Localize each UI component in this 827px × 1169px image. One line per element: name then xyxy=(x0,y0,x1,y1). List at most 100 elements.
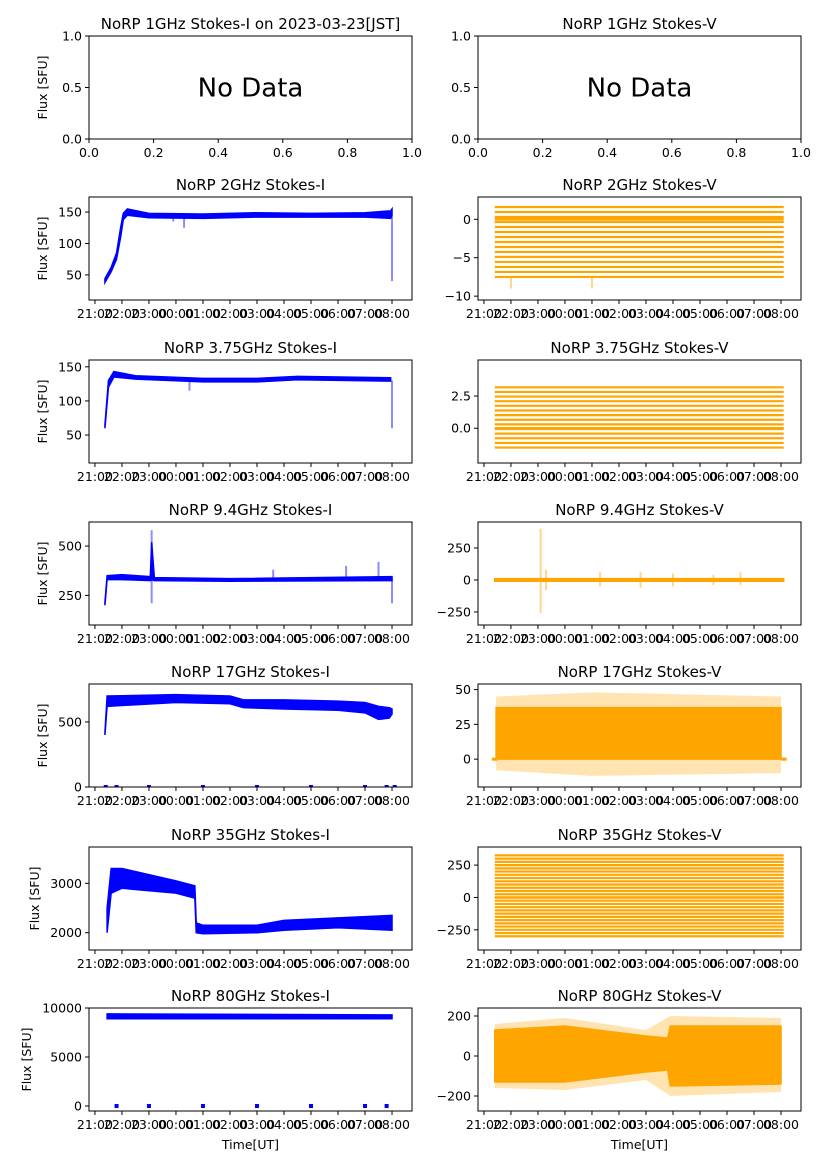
x-tick-label: 22:00 xyxy=(493,1117,529,1132)
axes-frame xyxy=(88,521,413,626)
subplot-title: NoRP 80GHz Stokes-V xyxy=(558,987,723,1005)
y-tick-label: 0.0 xyxy=(451,132,471,147)
subplot-title: NoRP 80GHz Stokes-I xyxy=(171,987,330,1005)
x-tick-label: 04:00 xyxy=(266,956,302,971)
x-tick-label: 02:00 xyxy=(601,469,637,484)
axes-frame xyxy=(477,196,802,301)
x-tick-label: 08:00 xyxy=(763,306,799,321)
x-tick-label: 04:00 xyxy=(266,1117,302,1132)
x-tick-label: 02:00 xyxy=(212,1117,248,1132)
axes-frame xyxy=(88,683,413,788)
y-tick-label: 0.5 xyxy=(451,80,471,95)
x-tick-label: 01:00 xyxy=(574,469,610,484)
y-tick-label: 50 xyxy=(66,267,82,282)
zero-point xyxy=(392,785,397,787)
zero-point xyxy=(780,757,787,761)
subplot-title: NoRP 1GHz Stokes-V xyxy=(562,15,717,33)
y-tick-label: 50 xyxy=(66,428,82,443)
x-tick-label: 22:00 xyxy=(104,956,140,971)
subplot-12: −250 0 250 21:0022:0023:0000:0001:0002:0003… xyxy=(437,826,802,971)
plot-area xyxy=(104,206,394,286)
subplot-13: 0 5000 10000 21:0022:0023:0000:0001:0002:00… xyxy=(19,987,413,1152)
y-tick-label: 0.0 xyxy=(62,132,82,147)
subplot-6: 0.0 2.5 21:0022:0023:0000:0001:0002:0003:0… xyxy=(451,339,802,484)
x-tick-label: 02:00 xyxy=(212,956,248,971)
data-band xyxy=(493,1025,782,1087)
subplot-title: NoRP 17GHz Stokes-V xyxy=(558,663,723,681)
x-tick-label: 02:00 xyxy=(601,793,637,808)
y-tick-label: 150 xyxy=(58,359,82,374)
x-tick-label: 23:00 xyxy=(520,306,556,321)
x-tick-label: 22:00 xyxy=(493,631,529,646)
y-tick-label: 0 xyxy=(74,1099,82,1114)
x-tick-label: 06:00 xyxy=(709,306,745,321)
x-tick-label: 07:00 xyxy=(347,306,383,321)
x-tick-label: 04:00 xyxy=(266,631,302,646)
x-tick-label: 07:00 xyxy=(736,631,772,646)
zero-point xyxy=(254,1104,259,1109)
x-tick-label: 23:00 xyxy=(520,793,556,808)
x-tick-label: 23:00 xyxy=(131,469,167,484)
x-tick-label: 1.0 xyxy=(791,145,811,160)
x-tick-label: 08:00 xyxy=(374,1117,410,1132)
x-tick-label: 23:00 xyxy=(131,793,167,808)
x-tick-label: 23:00 xyxy=(131,631,167,646)
zero-point xyxy=(363,1104,368,1109)
x-tick-label: 03:00 xyxy=(628,631,664,646)
x-tick-label: 05:00 xyxy=(682,631,718,646)
plot-area xyxy=(104,530,394,606)
subplot-10: 0 25 50 21:0022:0023:0000:0001:0002:0003:00… xyxy=(455,663,802,808)
x-tick-label: 07:00 xyxy=(347,631,383,646)
x-tick-label: 07:00 xyxy=(736,469,772,484)
subplot-1: No Data 0.0 0.5 1.0 0.0 0.2 0.4 0.6 0.8 1.0 NoRP 1… xyxy=(35,15,422,160)
zero-point xyxy=(200,785,205,787)
axes-frame xyxy=(88,196,413,301)
y-tick-label: 25 xyxy=(455,717,471,732)
x-tick-label: 23:00 xyxy=(131,306,167,321)
x-tick-label: 01:00 xyxy=(185,306,221,321)
x-tick-label: 02:00 xyxy=(601,306,637,321)
x-tick-label: 07:00 xyxy=(347,1117,383,1132)
x-tick-label: 22:00 xyxy=(493,793,529,808)
x-tick-label: 03:00 xyxy=(239,469,275,484)
y-tick-label: 500 xyxy=(58,539,82,554)
y-tick-label: 0 xyxy=(463,212,471,227)
y-axis-label: Flux [SFU] xyxy=(35,704,50,768)
zero-point xyxy=(308,785,313,787)
x-tick-label: 00:00 xyxy=(158,1117,194,1132)
x-tick-label: 05:00 xyxy=(293,631,329,646)
y-tick-label: 0 xyxy=(463,890,471,905)
zero-point xyxy=(491,757,498,761)
x-tick-label: 21:00 xyxy=(77,631,113,646)
x-tick-label: 21:00 xyxy=(77,956,113,971)
x-tick-label: 00:00 xyxy=(547,793,583,808)
subplot-title: NoRP 9.4GHz Stokes-V xyxy=(555,501,724,519)
x-tick-label: 00:00 xyxy=(547,469,583,484)
x-tick-label: 21:00 xyxy=(466,631,502,646)
y-tick-label: −10 xyxy=(445,289,471,304)
x-tick-label: 01:00 xyxy=(574,956,610,971)
x-tick-label: 03:00 xyxy=(239,956,275,971)
y-tick-label: 0.5 xyxy=(62,80,82,95)
zero-point xyxy=(363,785,368,787)
x-tick-label: 01:00 xyxy=(185,631,221,646)
y-tick-label: 0 xyxy=(74,780,82,795)
x-tick-label: 04:00 xyxy=(266,793,302,808)
x-tick-label: 00:00 xyxy=(158,956,194,971)
x-tick-label: 03:00 xyxy=(628,306,664,321)
y-tick-label: 1.0 xyxy=(62,29,82,44)
axes-frame xyxy=(477,359,802,464)
plot-area xyxy=(106,867,393,935)
y-tick-label: −250 xyxy=(437,922,471,937)
x-tick-label: 21:00 xyxy=(466,306,502,321)
x-tick-label: 21:00 xyxy=(466,956,502,971)
y-tick-label: 500 xyxy=(58,714,82,729)
x-tick-label: 08:00 xyxy=(763,793,799,808)
x-tick-label: 01:00 xyxy=(185,956,221,971)
data-band xyxy=(104,693,393,736)
x-tick-label: 0.2 xyxy=(533,145,553,160)
x-tick-label: 04:00 xyxy=(266,306,302,321)
zero-point xyxy=(146,1104,151,1109)
x-tick-label: 06:00 xyxy=(709,469,745,484)
y-tick-label: 150 xyxy=(58,205,82,220)
